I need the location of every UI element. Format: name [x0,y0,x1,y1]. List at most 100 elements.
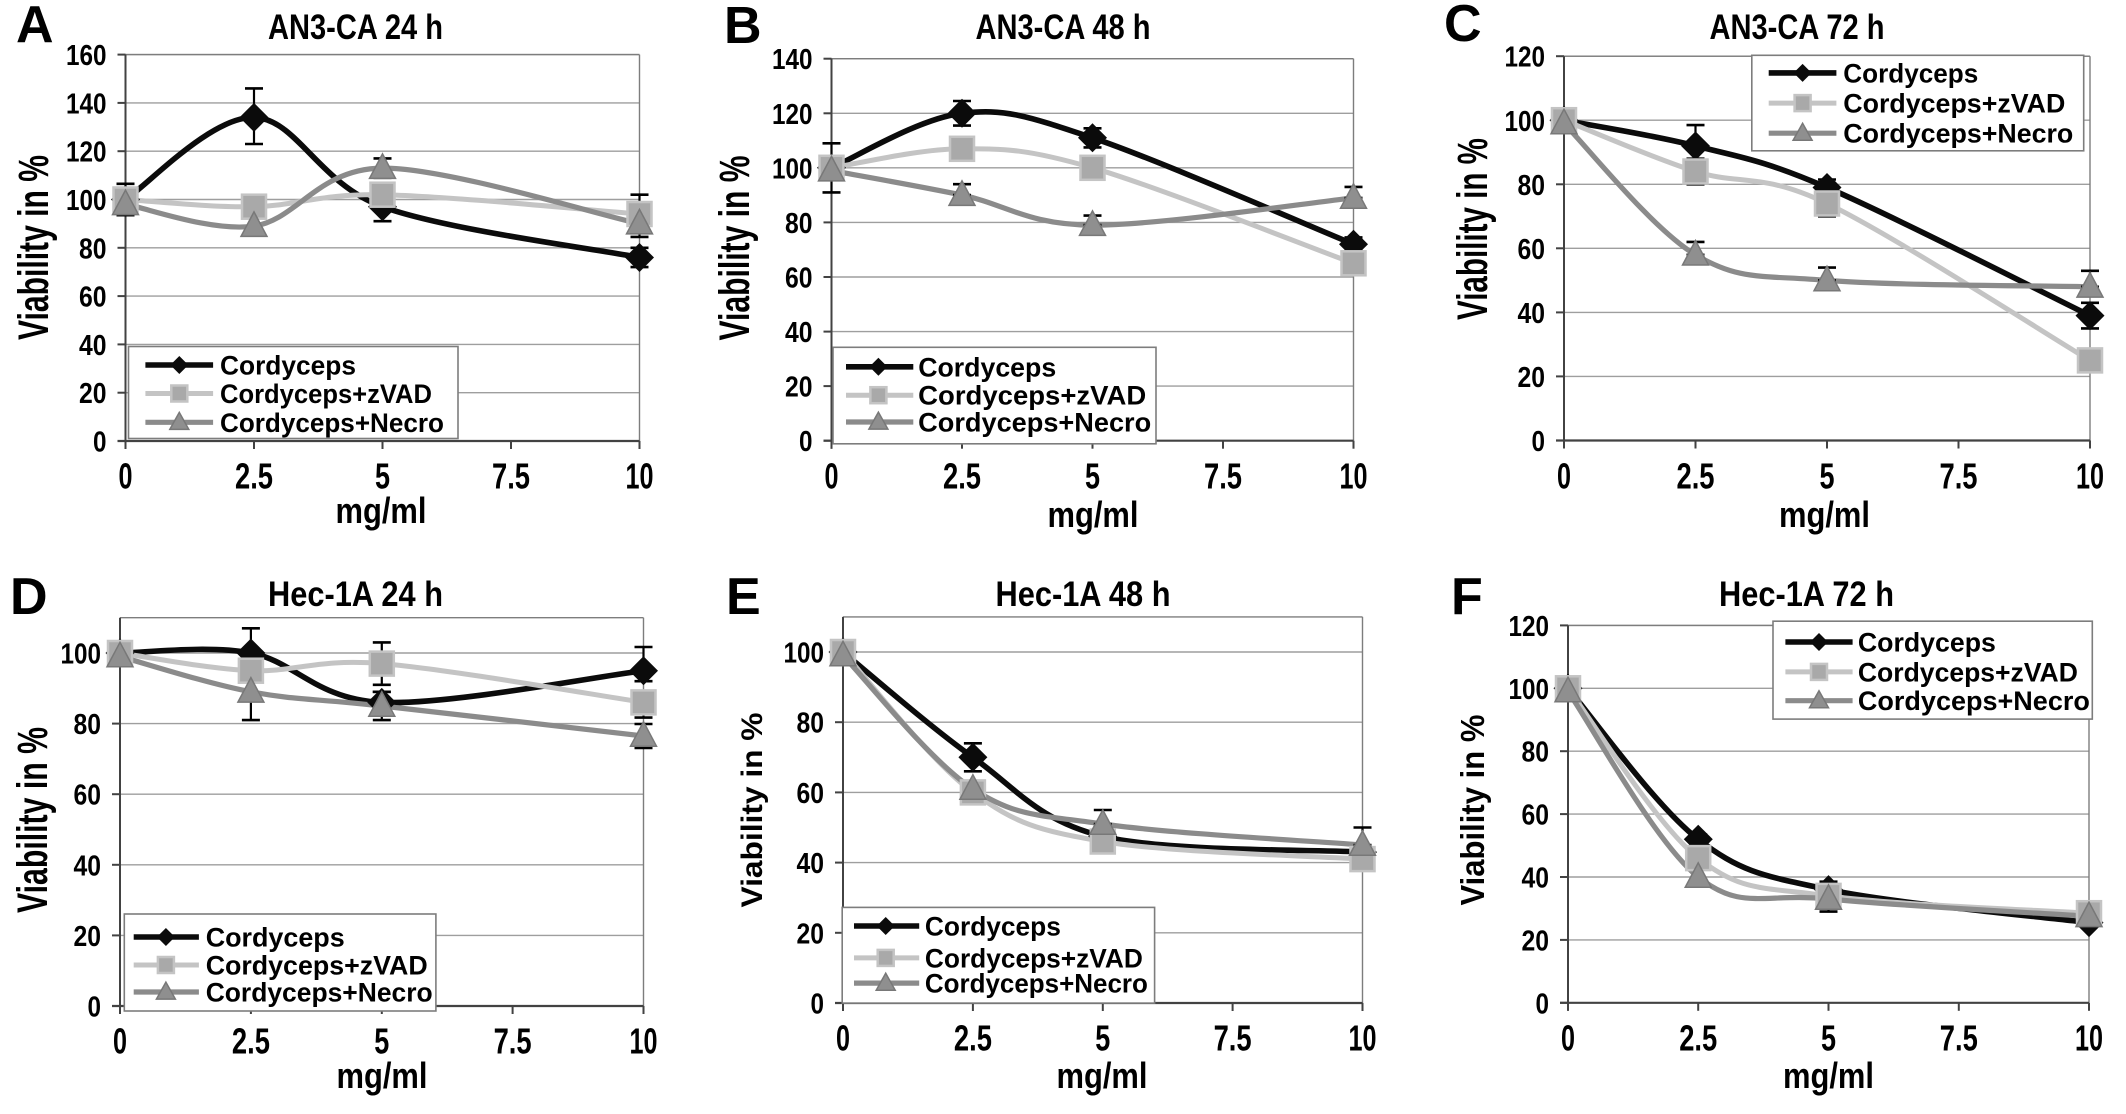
svg-text:100: 100 [1505,106,1546,138]
svg-text:Viability in %: Viability in % [1454,715,1491,906]
svg-text:0: 0 [88,992,102,1024]
svg-text:60: 60 [785,263,813,295]
svg-text:40: 40 [1522,863,1550,895]
svg-text:80: 80 [1522,737,1550,769]
svg-text:Cordyceps: Cordyceps [918,352,1056,382]
svg-text:0: 0 [93,427,107,459]
svg-text:Cordyceps+zVAD: Cordyceps+zVAD [1843,89,2065,119]
svg-text:Viability in %: Viability in % [1449,138,1497,320]
svg-text:2.5: 2.5 [954,1018,992,1059]
svg-text:Cordyceps+zVAD: Cordyceps+zVAD [925,943,1143,973]
svg-text:mg/ml: mg/ml [336,490,427,531]
svg-text:0: 0 [1532,426,1546,458]
svg-text:20: 20 [79,378,107,410]
svg-text:120: 120 [1505,42,1546,74]
svg-text:7.5: 7.5 [1940,1018,1978,1059]
svg-text:2.5: 2.5 [1677,456,1715,497]
svg-text:7.5: 7.5 [1204,456,1242,497]
svg-text:20: 20 [1522,925,1550,957]
svg-text:2.5: 2.5 [1679,1018,1717,1059]
svg-text:80: 80 [1518,170,1546,202]
svg-text:Hec-1A 48 h: Hec-1A 48 h [996,575,1171,614]
svg-text:0: 0 [811,989,825,1021]
svg-text:5: 5 [374,1021,389,1062]
svg-text:60: 60 [797,778,825,810]
svg-text:AN3-CA 72 h: AN3-CA 72 h [1710,8,1885,47]
svg-text:Cordyceps: Cordyceps [206,923,345,953]
svg-text:2.5: 2.5 [943,456,981,497]
svg-text:Cordyceps+zVAD: Cordyceps+zVAD [918,381,1146,411]
svg-text:mg/ml: mg/ml [1783,1055,1874,1096]
svg-text:C: C [1444,0,1482,53]
svg-text:Viability in %: Viability in % [736,713,769,908]
svg-text:10: 10 [2076,456,2104,497]
svg-text:mg/ml: mg/ml [1048,494,1139,535]
svg-text:5: 5 [1820,456,1835,497]
svg-text:Cordyceps+Necro: Cordyceps+Necro [1858,686,2090,716]
svg-text:Viability in %: Viability in % [10,155,58,340]
svg-text:10: 10 [2075,1018,2103,1059]
svg-text:60: 60 [74,780,102,812]
svg-text:60: 60 [1522,800,1550,832]
svg-text:0: 0 [113,1021,127,1062]
svg-text:mg/ml: mg/ml [1057,1055,1148,1096]
svg-text:2.5: 2.5 [232,1021,270,1062]
svg-text:20: 20 [785,372,813,404]
svg-text:E: E [726,568,761,626]
svg-text:20: 20 [797,918,825,950]
svg-text:10: 10 [1349,1018,1377,1059]
svg-text:100: 100 [784,638,825,670]
svg-text:40: 40 [797,848,825,880]
svg-text:120: 120 [772,99,813,131]
svg-text:0: 0 [1561,1018,1575,1059]
svg-text:100: 100 [1509,674,1550,706]
svg-text:Cordyceps+Necro: Cordyceps+Necro [918,408,1151,438]
svg-text:Hec-1A 72 h: Hec-1A 72 h [1719,575,1894,614]
svg-text:Cordyceps: Cordyceps [925,912,1061,942]
svg-text:2.5: 2.5 [235,456,273,497]
svg-text:Cordyceps: Cordyceps [1858,628,1996,658]
svg-text:40: 40 [1518,298,1546,330]
svg-text:80: 80 [797,708,825,740]
svg-text:AN3-CA 48 h: AN3-CA 48 h [976,8,1151,47]
svg-text:Hec-1A 24 h: Hec-1A 24 h [268,575,443,614]
svg-text:0: 0 [825,456,839,497]
svg-text:100: 100 [66,185,107,217]
svg-text:A: A [16,0,54,54]
svg-text:80: 80 [785,208,813,240]
svg-text:100: 100 [772,153,813,185]
svg-text:7.5: 7.5 [1214,1018,1252,1059]
svg-text:Cordyceps+Necro: Cordyceps+Necro [925,969,1148,999]
svg-text:160: 160 [66,40,107,72]
svg-text:Cordyceps+Necro: Cordyceps+Necro [206,978,433,1008]
svg-text:5: 5 [375,456,390,497]
svg-text:mg/ml: mg/ml [1779,494,1870,535]
svg-text:Viability in %: Viability in % [711,156,759,341]
svg-text:40: 40 [74,850,102,882]
svg-text:10: 10 [1340,456,1368,497]
svg-text:Cordyceps+zVAD: Cordyceps+zVAD [206,951,428,981]
svg-text:0: 0 [119,456,133,497]
svg-text:7.5: 7.5 [492,456,530,497]
svg-text:5: 5 [1095,1018,1110,1059]
svg-text:60: 60 [79,282,107,314]
svg-text:Cordyceps: Cordyceps [1843,58,1978,88]
svg-text:10: 10 [630,1021,658,1062]
svg-text:60: 60 [1518,234,1546,266]
svg-text:0: 0 [1536,988,1550,1020]
svg-text:140: 140 [772,44,813,76]
svg-text:D: D [10,568,48,626]
svg-text:40: 40 [79,330,107,362]
svg-text:7.5: 7.5 [494,1021,532,1062]
svg-text:140: 140 [66,88,107,120]
svg-text:120: 120 [1509,611,1550,643]
svg-text:120: 120 [66,137,107,169]
svg-text:20: 20 [74,921,102,953]
svg-text:10: 10 [626,456,654,497]
svg-text:80: 80 [74,709,102,741]
svg-text:7.5: 7.5 [1940,456,1978,497]
svg-text:B: B [724,0,762,55]
svg-text:80: 80 [79,233,107,265]
svg-text:mg/ml: mg/ml [337,1055,428,1096]
svg-text:Cordyceps+Necro: Cordyceps+Necro [1843,119,2073,149]
